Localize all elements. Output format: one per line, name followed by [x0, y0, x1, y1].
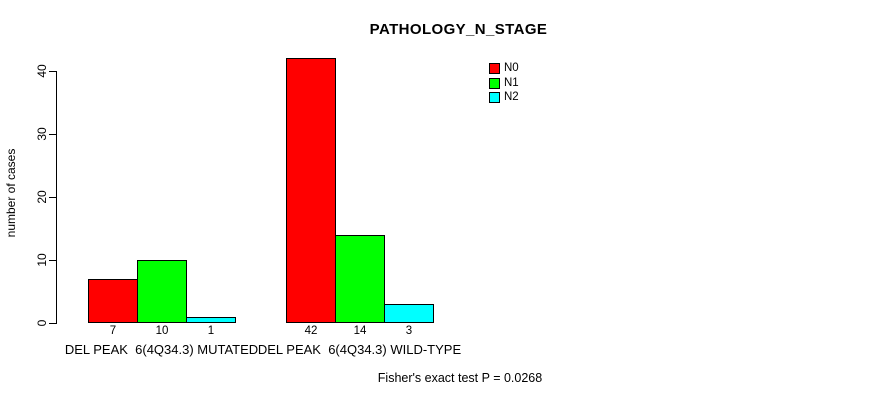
bar-value-label: 42: [304, 325, 318, 337]
bar-n0: 42: [286, 58, 336, 337]
legend-item: N2: [489, 91, 519, 103]
bar-value-label: 3: [405, 325, 413, 337]
bar-n1: 14: [335, 234, 385, 337]
x-category-label: DEL PEAK 6(4Q34.3) MUTATED: [64, 342, 259, 357]
y-tick: [49, 323, 57, 324]
legend: N0 N1 N2: [489, 62, 519, 107]
y-tick-label: 10: [35, 253, 49, 267]
bar-value-label: 1: [207, 325, 215, 337]
legend-swatch: [489, 92, 500, 103]
legend-swatch: [489, 77, 500, 89]
y-tick-label: 0: [35, 319, 49, 327]
bar-value-label: 10: [155, 325, 169, 337]
bar-group: 7 10 1 DEL PEAK 6(4Q34.3) MUTATED: [65, 260, 258, 357]
legend-label: N0: [504, 62, 519, 74]
y-tick: [49, 71, 57, 72]
y-axis-label: number of cases: [4, 148, 18, 238]
chart-title: PATHOLOGY_N_STAGE: [369, 21, 548, 38]
x-category-label: DEL PEAK 6(4Q34.3) WILD-TYPE: [257, 342, 462, 357]
y-tick-label: 40: [35, 64, 49, 78]
y-tick: [49, 134, 57, 135]
legend-swatch: [489, 63, 500, 74]
annotation-text: Fisher's exact test P = 0.0268: [377, 371, 543, 385]
legend-item: N0: [489, 62, 519, 74]
legend-label: N2: [504, 91, 519, 103]
bar-n2: 3: [384, 304, 434, 337]
bar-group: 42 14 3 DEL PEAK 6(4Q34.3) WILD-TYPE: [258, 58, 461, 357]
bar-value-label: 7: [109, 325, 117, 337]
y-tick: [49, 260, 57, 261]
legend-item: N1: [489, 76, 519, 89]
bar-n1: 10: [137, 260, 187, 337]
y-tick-label: 30: [35, 127, 49, 141]
y-tick: [49, 197, 57, 198]
y-tick-label: 20: [35, 190, 49, 204]
bar-value-label: 14: [353, 325, 367, 337]
bar-n2: 1: [186, 316, 236, 337]
legend-label: N1: [504, 76, 519, 89]
bar-n0: 7: [88, 278, 138, 337]
